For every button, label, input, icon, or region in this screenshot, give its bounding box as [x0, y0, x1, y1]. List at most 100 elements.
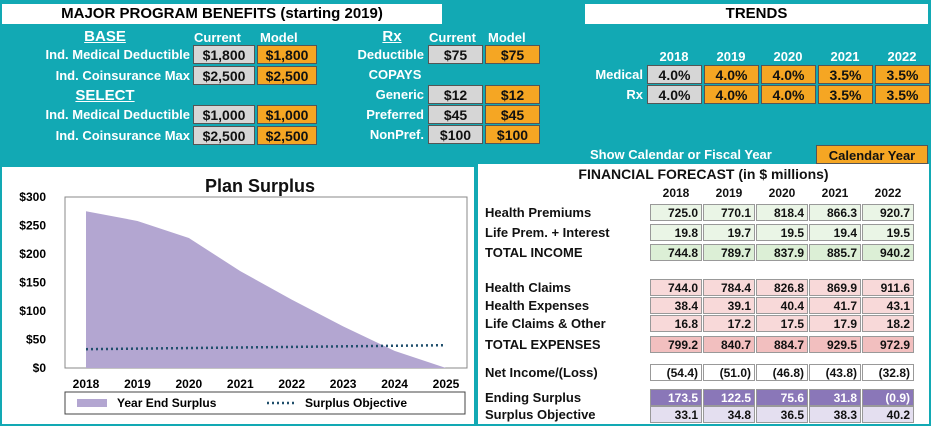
- trend-value[interactable]: 4.0%: [647, 65, 702, 84]
- benefits-banner: MAJOR PROGRAM BENEFITS (starting 2019): [2, 4, 442, 24]
- benefit-model[interactable]: $2,500: [257, 66, 317, 85]
- forecast-value: 34.8: [703, 406, 755, 423]
- trend-value[interactable]: 4.0%: [647, 85, 702, 104]
- trend-value[interactable]: 3.5%: [875, 85, 930, 104]
- forecast-value: 16.8: [650, 315, 702, 332]
- forecast-value: 31.8: [809, 389, 861, 406]
- forecast-year: 2021: [821, 186, 849, 200]
- forecast-value: 911.6: [862, 279, 914, 296]
- copay-model[interactable]: $100: [485, 125, 540, 144]
- col-model: Model: [260, 30, 298, 45]
- calendar-select[interactable]: Calendar Year: [816, 145, 928, 164]
- forecast-value: 18.2: [862, 315, 914, 332]
- select-heading: SELECT: [75, 87, 135, 104]
- legend-swatch-area: [77, 399, 107, 407]
- copay-model[interactable]: $12: [485, 85, 540, 104]
- trend-value[interactable]: 3.5%: [818, 65, 873, 84]
- rx-deductible-model[interactable]: $75: [485, 45, 540, 64]
- trend-value[interactable]: 4.0%: [761, 85, 816, 104]
- forecast-value: 39.1: [703, 297, 755, 314]
- forecast-value: 19.5: [756, 224, 808, 241]
- forecast-value: 929.5: [809, 336, 861, 353]
- x-tick-label: 2025: [433, 377, 460, 391]
- y-tick-label: $150: [19, 276, 46, 290]
- forecast-year: 2018: [662, 186, 690, 200]
- benefit-model[interactable]: $2,500: [257, 126, 317, 145]
- forecast-value: 770.1: [703, 204, 755, 221]
- forecast-value: 17.2: [703, 315, 755, 332]
- forecast-value: 840.7: [703, 336, 755, 353]
- trend-value[interactable]: 3.5%: [818, 85, 873, 104]
- trend-label: Medical: [595, 67, 643, 82]
- forecast-value: 17.5: [756, 315, 808, 332]
- x-tick-label: 2022: [278, 377, 305, 391]
- forecast-row-label: Health Expenses: [485, 298, 590, 313]
- forecast-value: (0.9): [862, 389, 914, 406]
- forecast-row-label: Ending Surplus: [485, 390, 582, 405]
- forecast-row-label: Net Income/(Loss): [485, 365, 598, 380]
- copay-current[interactable]: $45: [428, 105, 483, 124]
- forecast-value: 17.9: [809, 315, 861, 332]
- benefit-current[interactable]: $2,500: [193, 66, 255, 85]
- trend-year: 2021: [830, 49, 860, 64]
- x-tick-label: 2020: [176, 377, 203, 391]
- trend-value[interactable]: 4.0%: [704, 65, 759, 84]
- rx-col-model: Model: [488, 30, 526, 45]
- forecast-year: 2022: [874, 186, 902, 200]
- area-year-end-surplus: [86, 211, 446, 368]
- copay-current[interactable]: $12: [428, 85, 483, 104]
- base-heading: BASE: [84, 28, 126, 45]
- benefit-current[interactable]: $1,800: [193, 45, 255, 64]
- trend-value[interactable]: 4.0%: [704, 85, 759, 104]
- x-tick-label: 2021: [227, 377, 254, 391]
- forecast-value: 173.5: [650, 389, 702, 406]
- rx-deductible-label: Deductible: [357, 47, 424, 62]
- forecast-value: 789.7: [703, 244, 755, 261]
- benefit-model[interactable]: $1,800: [257, 45, 317, 64]
- trends-banner: TRENDS: [585, 4, 928, 24]
- copay-label: Preferred: [366, 107, 424, 122]
- forecast-value: (51.0): [703, 364, 755, 381]
- forecast-value: 40.4: [756, 297, 808, 314]
- trend-year: 2020: [773, 49, 803, 64]
- forecast-value: 837.9: [756, 244, 808, 261]
- forecast-value: 19.4: [809, 224, 861, 241]
- x-tick-label: 2018: [73, 377, 100, 391]
- forecast-value: 940.2: [862, 244, 914, 261]
- trend-value[interactable]: 4.0%: [761, 65, 816, 84]
- y-tick-label: $100: [19, 304, 46, 318]
- forecast-value: 744.0: [650, 279, 702, 296]
- forecast-row-label: TOTAL EXPENSES: [485, 337, 601, 352]
- calendar-label: Show Calendar or Fiscal Year: [590, 147, 772, 162]
- forecast-year: 2019: [715, 186, 743, 200]
- forecast-value: 40.2: [862, 406, 914, 423]
- forecast-value: 19.5: [862, 224, 914, 241]
- trend-value[interactable]: 3.5%: [875, 65, 930, 84]
- col-current: Current: [194, 30, 241, 45]
- copay-current[interactable]: $100: [428, 125, 483, 144]
- forecast-title: FINANCIAL FORECAST (in $ millions): [578, 166, 829, 182]
- forecast-value: 972.9: [862, 336, 914, 353]
- copay-model[interactable]: $45: [485, 105, 540, 124]
- forecast-value: 38.3: [809, 406, 861, 423]
- trend-year: 2018: [659, 49, 689, 64]
- forecast-value: 725.0: [650, 204, 702, 221]
- forecast-row-label: TOTAL INCOME: [485, 245, 583, 260]
- forecast-row-label: Life Claims & Other: [485, 316, 606, 331]
- y-tick-label: $250: [19, 219, 46, 233]
- x-tick-label: 2024: [381, 377, 408, 391]
- benefit-current[interactable]: $2,500: [193, 126, 255, 145]
- rx-deductible-current[interactable]: $75: [428, 45, 483, 64]
- legend-label-objective: Surplus Objective: [305, 396, 407, 410]
- rx-col-current: Current: [429, 30, 476, 45]
- forecast-row-label: Life Prem. + Interest: [485, 225, 610, 240]
- forecast-row-label: Surplus Objective: [485, 407, 596, 422]
- benefit-current[interactable]: $1,000: [193, 105, 255, 124]
- forecast-value: 869.9: [809, 279, 861, 296]
- forecast-value: 38.4: [650, 297, 702, 314]
- forecast-row-label: Health Claims: [485, 280, 571, 295]
- legend-label-surplus: Year End Surplus: [117, 396, 217, 410]
- forecast-value: 36.5: [756, 406, 808, 423]
- forecast-value: (46.8): [756, 364, 808, 381]
- benefit-model[interactable]: $1,000: [257, 105, 317, 124]
